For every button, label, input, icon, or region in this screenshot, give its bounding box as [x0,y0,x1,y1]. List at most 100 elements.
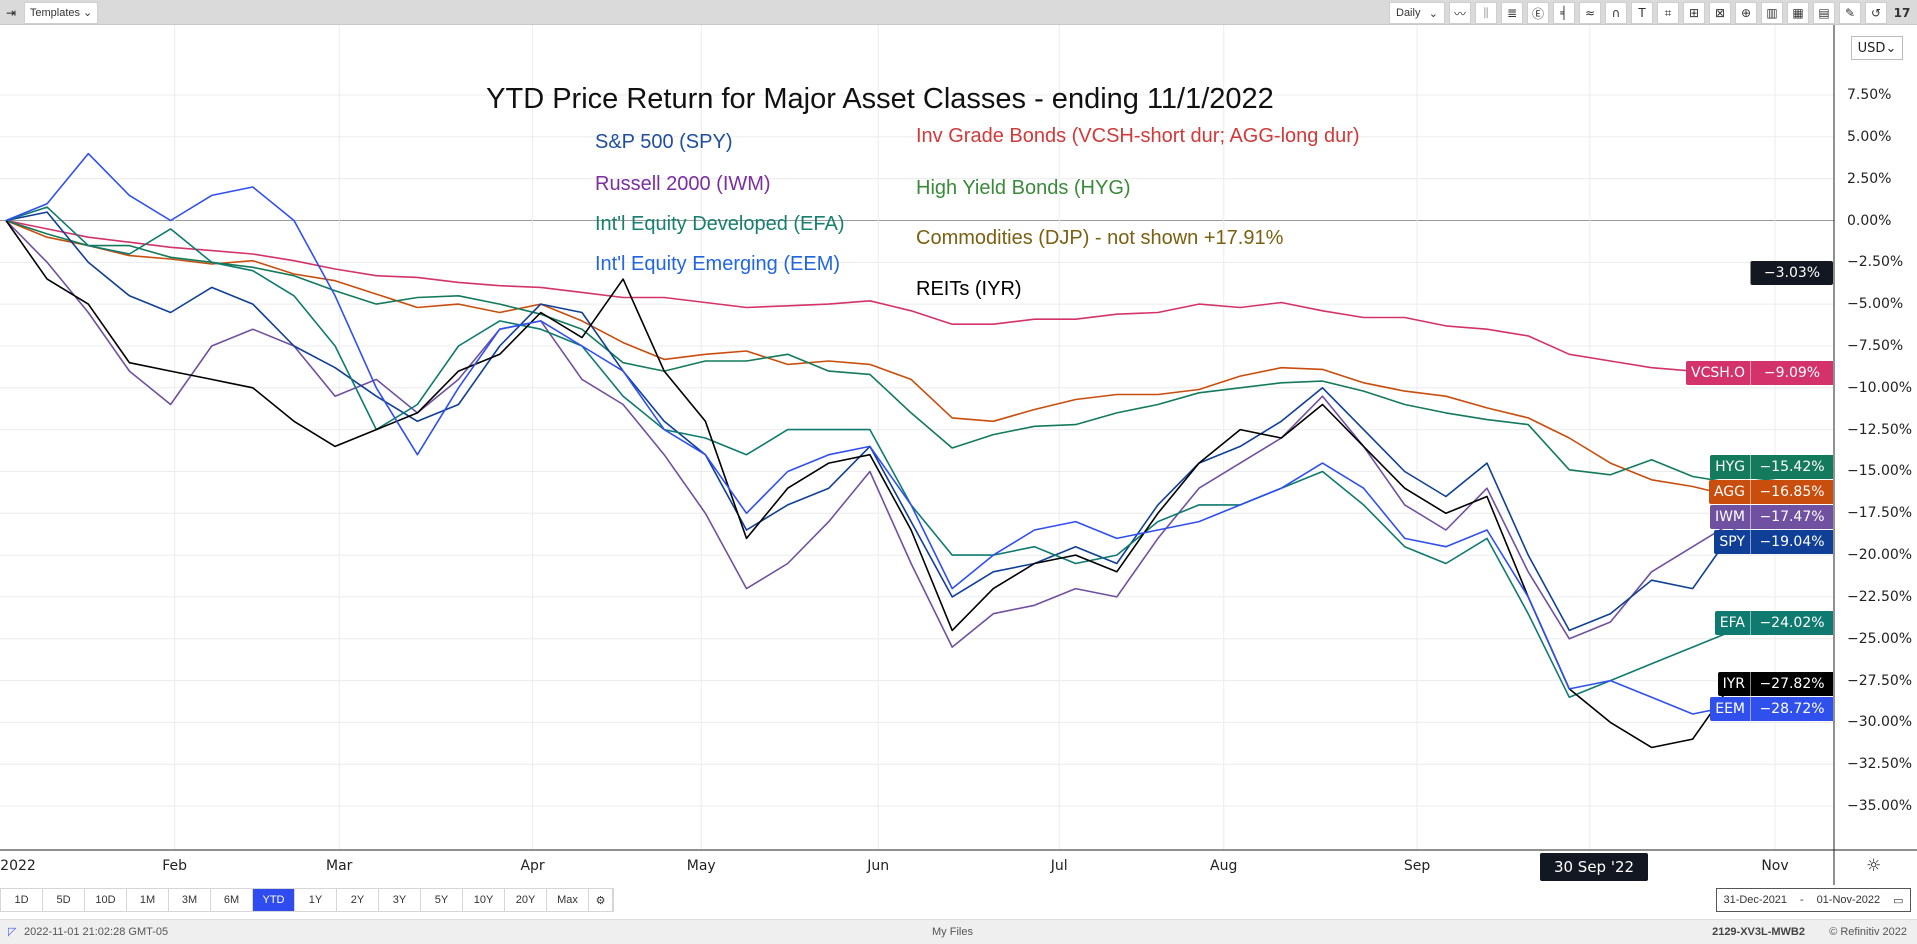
date-separator: - [1799,894,1804,906]
interval-dropdown[interactable]: Daily ⌄ [1389,2,1445,24]
tag-symbol: HYG [1710,455,1750,479]
text-icon[interactable]: T [1631,2,1653,24]
bar-chart-icon[interactable]: ▥ [1761,2,1783,24]
status-code: 2129-XV3L-MWB2 [1712,926,1805,938]
series-line-eem [5,152,1776,715]
tag-symbol: IYR [1717,672,1750,696]
x-tick-label: 2022 [0,858,36,874]
shape-icon[interactable]: ⌗ [1657,2,1679,24]
x-tick-label: Nov [1761,858,1789,874]
series-line-vcsh-o [5,219,1776,377]
calendar-icon[interactable]: ▭ [1893,894,1904,907]
y-tick-label: 2.50% [1847,170,1892,187]
range-button-10y[interactable]: 10Y [463,889,505,911]
y-tick-label: −2.50% [1847,254,1904,271]
last-value-tag-iyr: IYR −27.82% [1717,672,1833,696]
x-tick-label: Sep [1403,858,1431,874]
series-line-spy [5,211,1776,632]
tag-symbol: VCSH.O [1686,361,1750,385]
y-tick-label: −35.00% [1847,798,1913,815]
tag-symbol: AGG [1708,480,1750,504]
range-button-20y[interactable]: 20Y [505,889,547,911]
date-to[interactable]: 01-Nov-2022 [1816,894,1881,906]
range-button-max[interactable]: Max [547,889,589,911]
range-button-1d[interactable]: 1D [1,889,43,911]
y-tick-label: −17.50% [1847,505,1913,522]
measure-icon[interactable]: ⊞ [1683,2,1705,24]
reset-icon[interactable]: ↺ [1865,2,1887,24]
legend-spy: S&P 500 (SPY) [595,131,733,153]
magnet-icon[interactable]: ∩ [1605,2,1627,24]
events-icon[interactable]: Ⓔ [1527,2,1549,24]
x-tick-label: Apr [520,858,545,874]
currency-dropdown[interactable]: USD ⌄ [1851,36,1903,60]
x-tick-label: Mar [326,858,353,874]
last-value-tag-iwm: IWM −17.47% [1709,505,1833,529]
last-value-tag-eem: EEM −28.72% [1710,697,1833,721]
zoom-icon[interactable]: ⊕ [1735,2,1757,24]
pattern-icon[interactable]: ⊠ [1709,2,1731,24]
range-button-1y[interactable]: 1Y [295,889,337,911]
collapse-panel-icon[interactable]: ⇥ [6,5,17,20]
chart-type-icon[interactable]: ⫼ [1475,2,1497,24]
range-button-3m[interactable]: 3M [169,889,211,911]
series-line-iyr [5,220,1776,749]
x-tick-label: May [686,858,716,874]
top-toolbar: ⇥ Templates ⌄ Daily ⌄ 〰 ⫼ ≣ Ⓔ ╡ ≈ ∩ T ⌗ ⊞… [0,0,1917,25]
range-button-10d[interactable]: 10D [85,889,127,911]
range-button-5d[interactable]: 5D [43,889,85,911]
line-chart-icon[interactable]: 〰 [1449,2,1471,24]
range-button-1m[interactable]: 1M [127,889,169,911]
x-tick-label: Jul [1050,858,1068,874]
last-value-tag-agg: AGG −16.85% [1708,480,1833,504]
date-from[interactable]: 31-Dec-2021 [1723,894,1788,906]
tag-symbol: IWM [1709,505,1750,529]
clear-drawings-icon[interactable]: ✎ [1839,2,1861,24]
y-tick-label: −7.50% [1847,337,1904,354]
y-tick-label: −15.00% [1847,463,1913,480]
tag-value: −19.04% [1750,530,1833,554]
chart-canvas[interactable] [0,25,1917,885]
legend-eem: Int'l Equity Emerging (EEM) [595,253,841,275]
tag-symbol: SPY [1714,530,1750,554]
interval-label: Daily [1396,7,1421,19]
settings-gear-icon[interactable]: ☼ [1866,856,1882,876]
status-copyright: © Refinitiv 2022 [1829,926,1907,938]
y-tick-label: −5.00% [1847,296,1904,313]
range-button-5y[interactable]: 5Y [421,889,463,911]
date-range-picker[interactable]: 31-Dec-2021 - 01-Nov-2022 ▭ [1716,888,1911,912]
tag-value: −24.02% [1750,611,1833,635]
status-my-files[interactable]: My Files [932,926,973,938]
legend-iwm: Russell 2000 (IWM) [595,173,771,195]
range-button-2y[interactable]: 2Y [337,889,379,911]
range-settings-gear-icon[interactable]: ⚙ [589,889,613,911]
crosshair-icon[interactable]: ╡ [1553,2,1575,24]
table-icon[interactable]: ▦ [1787,2,1809,24]
y-tick-label: 0.00% [1847,212,1892,229]
tag-symbol: EFA [1714,611,1750,635]
series-line-iwm [5,219,1776,648]
crosshair-value: −3.03% [1750,261,1833,285]
compare-icon[interactable]: ≈ [1579,2,1601,24]
y-tick-label: −10.00% [1847,379,1913,396]
legend-hyg: High Yield Bonds (HYG) [916,177,1131,199]
notes-icon[interactable]: ▤ [1813,2,1835,24]
legend-iyr: REITs (IYR) [916,278,1022,300]
range-button-ytd[interactable]: YTD [253,889,295,911]
tag-value: −9.09% [1750,361,1833,385]
tag-symbol: EEM [1710,697,1750,721]
indicators-icon[interactable]: ≣ [1501,2,1523,24]
tradingview-logo: 17 [1893,6,1911,20]
tag-value: −15.42% [1750,455,1833,479]
x-tick-label: Feb [162,858,188,874]
range-button-6m[interactable]: 6M [211,889,253,911]
currency-label: USD [1857,40,1886,56]
series-line-efa [5,206,1776,699]
tag-value: −27.82% [1750,672,1833,696]
crosshair-value-label: −3.03% [1750,261,1833,285]
series-line-hyg [5,219,1776,485]
status-bar: ◸ 2022-11-01 21:02:28 GMT-05 My Files 21… [0,919,1917,944]
range-button-3y[interactable]: 3Y [379,889,421,911]
templates-dropdown[interactable]: Templates ⌄ [24,1,99,24]
last-value-tag-hyg: HYG −15.42% [1710,455,1833,479]
